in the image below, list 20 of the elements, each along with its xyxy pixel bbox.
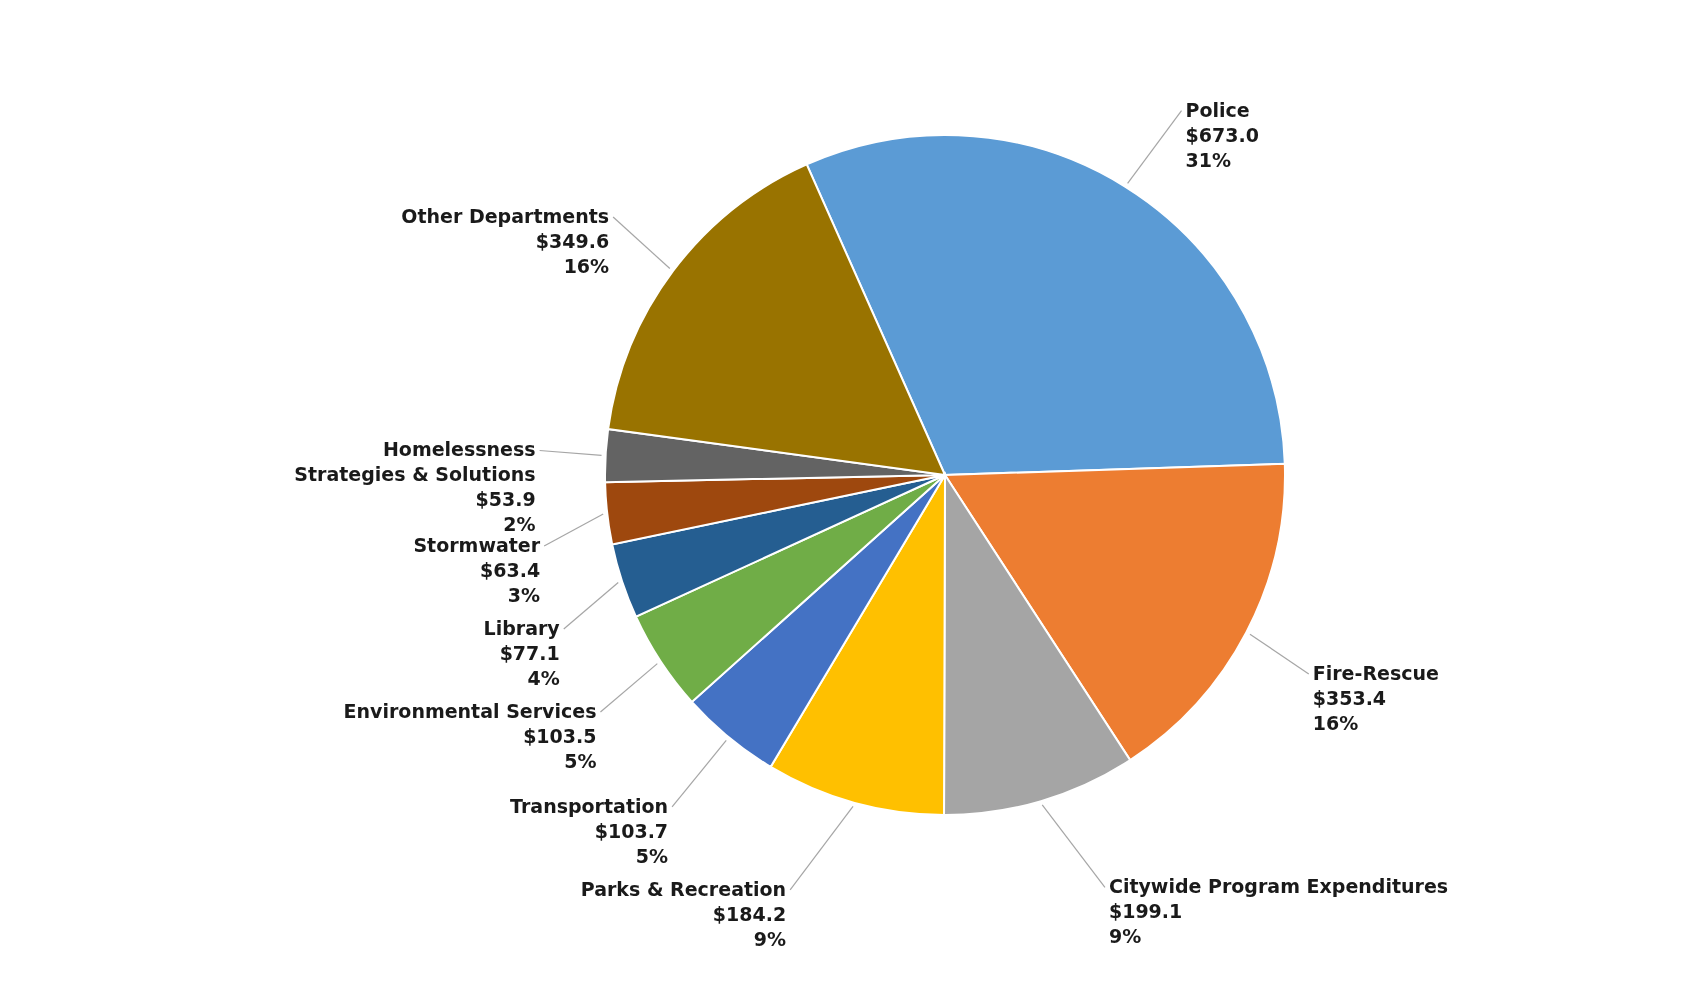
slice-label: Parks & Recreation	[580, 877, 787, 900]
slice-label: Citywide Program Expenditures	[1108, 875, 1449, 898]
slice-label: Other Departments	[401, 204, 610, 227]
data-label: $184.2 9%	[712, 902, 787, 950]
data-label: $103.7 5%	[594, 819, 669, 867]
data-label: $199.1 9%	[1108, 900, 1183, 948]
data-label: $77.1 4%	[499, 641, 560, 689]
slice-label: Stormwater	[413, 533, 541, 556]
data-label: $353.4 16%	[1312, 686, 1387, 734]
data-label: $103.5 5%	[523, 724, 597, 772]
data-label: $673.0 31%	[1185, 123, 1259, 171]
slice-label: Homelessness Strategies & Solutions	[294, 438, 536, 486]
slice-label: Police	[1185, 98, 1250, 121]
data-label: $349.6 16%	[535, 229, 610, 277]
data-label: $63.4 3%	[480, 558, 541, 606]
data-label: $53.9 2%	[475, 488, 536, 536]
slice-label: Library	[483, 616, 561, 639]
slice-label: Transportation	[510, 794, 669, 817]
slice-label: Environmental Services	[343, 699, 597, 722]
slice-label: Fire-Rescue	[1312, 661, 1439, 684]
